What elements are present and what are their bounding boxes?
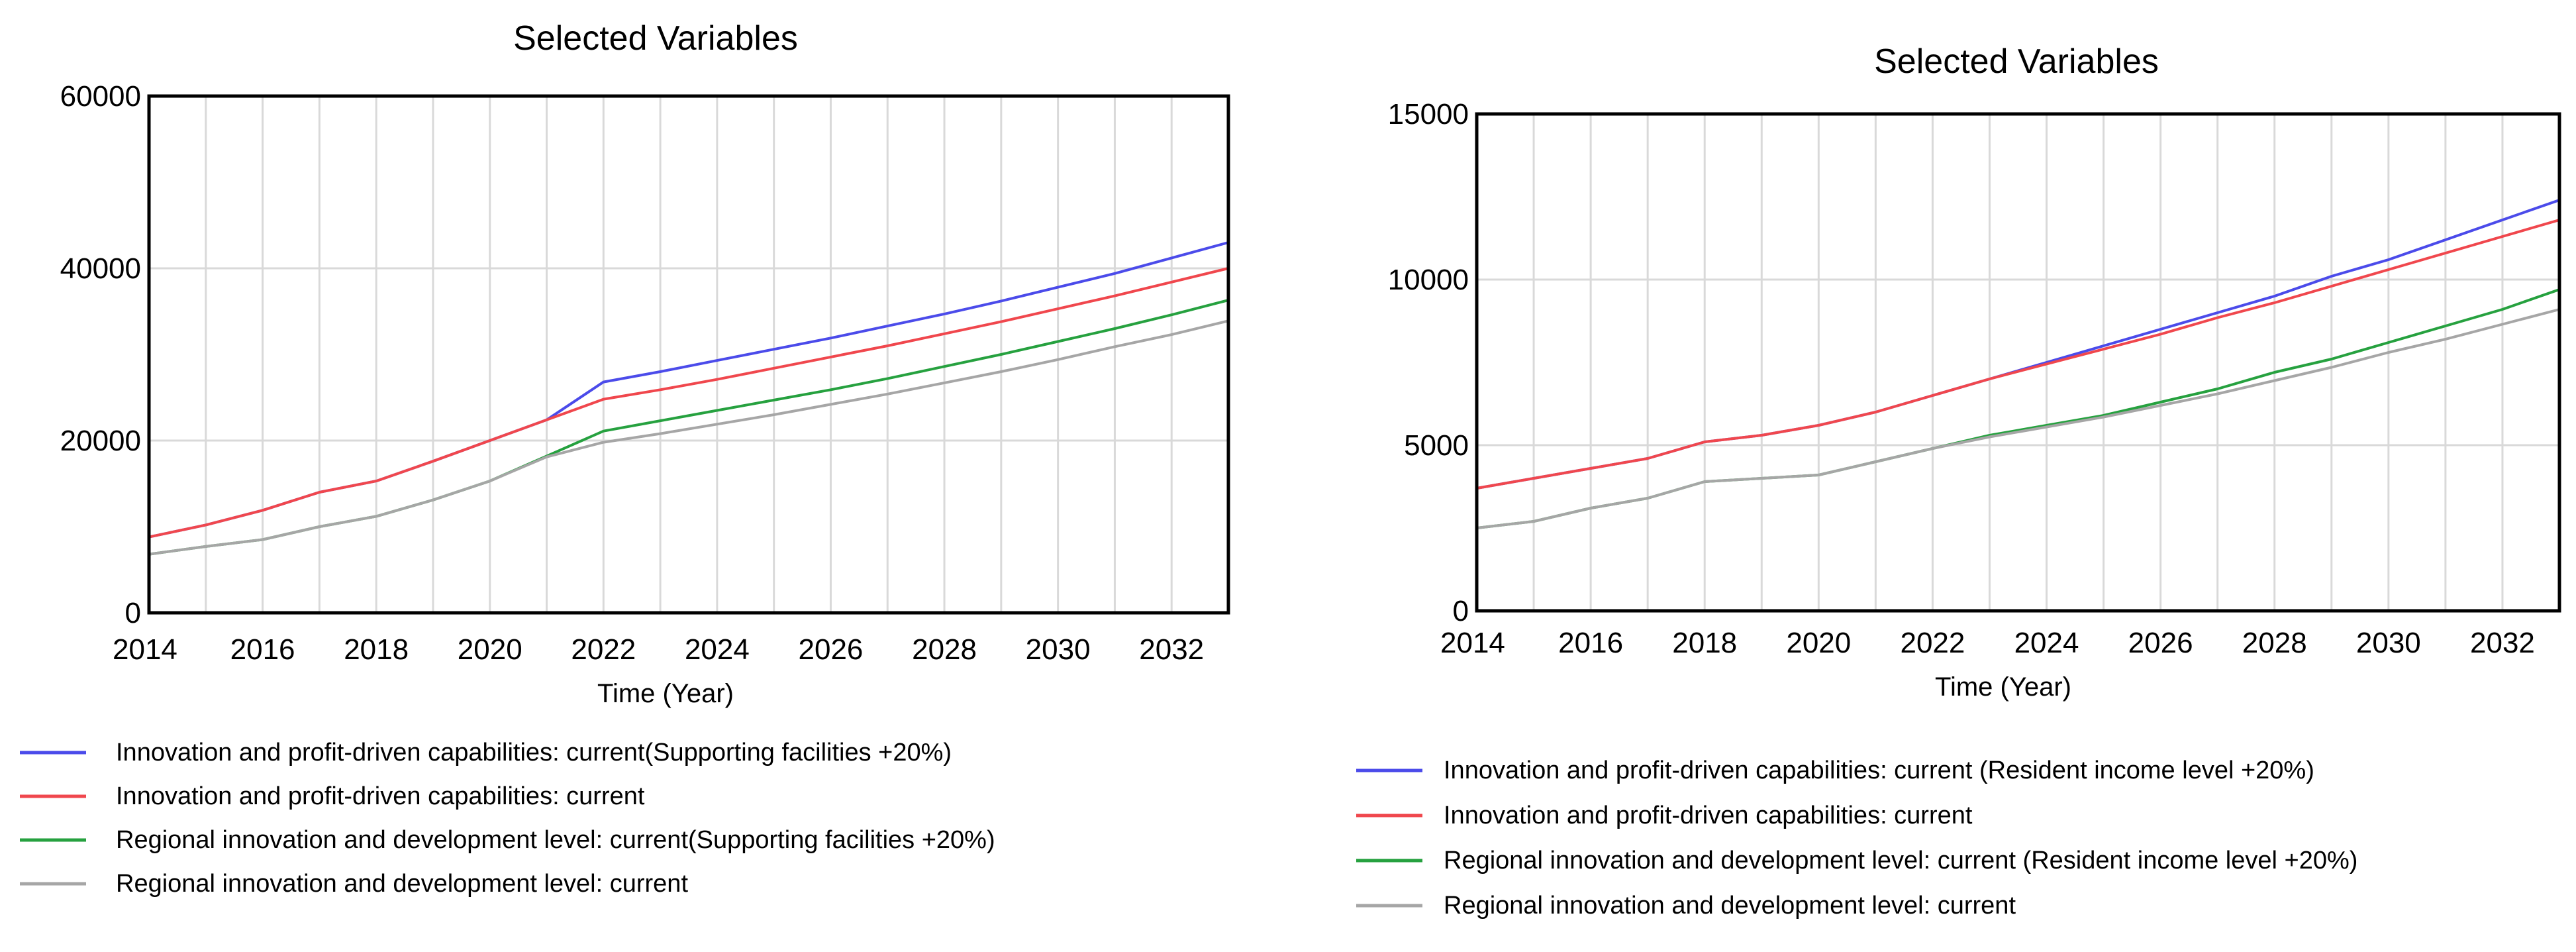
x-axis-title: Time (Year) (597, 679, 734, 708)
x-tick-label: 2016 (230, 633, 295, 666)
series-line-gray (148, 319, 1230, 556)
line-chart-resident-income: Selected Variables 0 5000 10000 15000 2014 201… (1356, 42, 2561, 920)
legend-label: Regional innovation and development leve… (1444, 892, 2016, 920)
x-tick-label: 2022 (571, 633, 636, 666)
legend-label: Innovation and profit-driven capabilitie… (1444, 802, 1973, 829)
legend-label: Regional innovation and development leve… (116, 826, 995, 854)
y-tick-label: 10000 (1388, 264, 1469, 296)
plot-frame (147, 94, 1230, 615)
x-tick-label: 2020 (458, 633, 522, 666)
y-tick-label: 0 (1453, 595, 1469, 627)
chart-title: Selected Variables (1874, 42, 2159, 81)
x-tick-label: 2016 (1558, 627, 1623, 659)
chart-panel-right: Selected Variables 0 5000 10000 15000 2014 201… (1324, 0, 2576, 952)
x-tick-label: 2026 (2128, 627, 2193, 659)
y-tick-label: 15000 (1388, 98, 1469, 131)
x-tick-label: 2018 (344, 633, 409, 666)
chart-panel-left: Selected Variables 0 20000 40000 60000 2014 20… (0, 0, 1258, 952)
x-tick-label: 2028 (912, 633, 977, 666)
x-tick-label: 2032 (1139, 633, 1204, 666)
x-tick-label: 2020 (1786, 627, 1851, 659)
legend-label: Innovation and profit-driven capabilitie… (116, 782, 645, 810)
x-tick-label: 2028 (2242, 627, 2307, 659)
series-line-gray (1475, 308, 2561, 529)
x-tick-label: 2014 (113, 633, 177, 666)
legend-label: Innovation and profit-driven capabilitie… (116, 739, 952, 767)
legend-label: Regional innovation and development leve… (1444, 847, 2357, 874)
y-tick-label: 40000 (60, 252, 141, 285)
series-line-red (1475, 219, 2561, 490)
legend-label: Innovation and profit-driven capabilitie… (1444, 757, 2314, 784)
x-tick-label: 2030 (1026, 633, 1091, 666)
line-chart-supporting-facilities: Selected Variables 0 20000 40000 60000 2014 20… (20, 19, 1230, 898)
y-tick-label: 20000 (60, 425, 141, 457)
plot-frame (1475, 112, 2561, 613)
x-tick-label: 2032 (2470, 627, 2535, 659)
x-tick-label: 2014 (1440, 627, 1505, 659)
y-tick-label: 0 (125, 597, 141, 629)
x-tick-label: 2024 (2014, 627, 2079, 659)
series-line-red (148, 267, 1230, 539)
series-line-green (148, 299, 1230, 556)
x-tick-label: 2022 (1900, 627, 1965, 659)
x-tick-label: 2024 (685, 633, 750, 666)
y-tick-label: 5000 (1404, 429, 1469, 462)
series-line-green (1475, 288, 2561, 529)
chart-title: Selected Variables (513, 19, 798, 58)
x-tick-label: 2030 (2356, 627, 2421, 659)
y-tick-label: 60000 (60, 80, 141, 113)
x-tick-label: 2026 (799, 633, 864, 666)
legend-label: Regional innovation and development leve… (116, 870, 688, 898)
series-line-blue (148, 241, 1230, 539)
x-axis-title: Time (Year) (1935, 672, 2071, 702)
x-tick-label: 2018 (1672, 627, 1737, 659)
